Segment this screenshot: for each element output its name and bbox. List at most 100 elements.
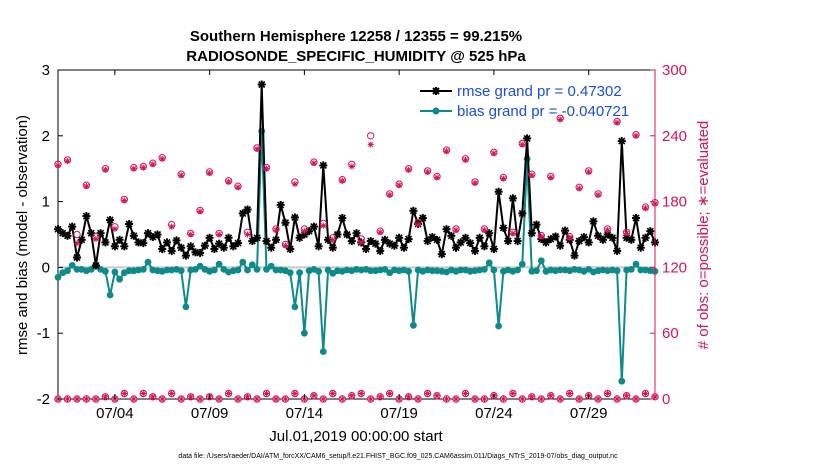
legend-rmse-marker <box>432 87 440 95</box>
obs-evaluated-low-point <box>424 390 431 397</box>
obs-evaluated-point <box>64 158 71 164</box>
obs-possible-low-point <box>205 393 214 401</box>
obs-evaluated-low-point <box>310 392 317 399</box>
rmse-point <box>489 245 498 253</box>
rmse-point <box>589 217 598 226</box>
obs-evaluated-low-point <box>225 390 232 397</box>
rmse-point <box>219 243 228 252</box>
obs-possible-point <box>367 132 375 140</box>
obs-evaluated-low-point <box>462 390 469 397</box>
rmse-point <box>636 243 645 252</box>
bias-point <box>64 267 71 275</box>
obs-possible-low-point <box>196 395 204 403</box>
legend-bias-label: bias grand pr = -0.040721 <box>457 103 629 120</box>
bias-point <box>315 267 322 275</box>
obs-possible-low-point <box>367 395 375 403</box>
obs-evaluated-point <box>121 197 128 204</box>
obs-evaluated-point <box>348 163 355 170</box>
rmse-point <box>452 243 460 252</box>
obs-evaluated-low-point <box>519 396 526 402</box>
obs-evaluated-low-point <box>377 393 384 400</box>
rmse-point <box>91 261 100 270</box>
rmse-point <box>433 235 441 244</box>
rmse-point <box>234 239 242 248</box>
rmse-point <box>399 243 408 252</box>
obs-evaluated-point <box>528 172 535 179</box>
bias-point <box>116 275 123 283</box>
bias-point <box>518 260 526 268</box>
rmse-point <box>177 243 186 252</box>
y-tick-label: 3 <box>42 62 50 79</box>
obs-evaluated-low-point <box>130 396 137 402</box>
obs-evaluated-point <box>623 230 630 237</box>
bias-point <box>68 262 76 269</box>
obs-evaluated-point <box>377 229 384 236</box>
bias-point <box>457 266 465 274</box>
bias-point <box>196 262 204 270</box>
obs-evaluated-low-point <box>538 396 545 402</box>
bias-point <box>54 273 62 281</box>
obs-possible-low-point <box>262 389 271 398</box>
bias-point <box>618 377 626 385</box>
y-axis-left: -2 -1 0 1 2 3 <box>37 62 63 408</box>
rmse-point <box>276 200 285 209</box>
obs-evaluated-low-point <box>443 396 450 402</box>
obs-possible-low-point <box>187 393 195 401</box>
rmse-point <box>309 222 318 231</box>
rmse-point <box>167 246 176 255</box>
rmse-point <box>120 242 129 251</box>
rmse-point <box>556 241 565 250</box>
obs-evaluated-point <box>500 175 507 182</box>
rmse-point <box>186 242 195 251</box>
rmse-point <box>471 246 479 255</box>
rmse-point <box>508 194 517 203</box>
obs-possible-low-point <box>509 389 517 398</box>
obs-evaluated-low-point <box>453 396 459 402</box>
obs-evaluated-low-point <box>566 390 573 397</box>
obs-possible-low-point <box>291 389 299 398</box>
obs-possible-low-point <box>234 395 242 403</box>
obs-evaluated-low-point <box>509 390 516 397</box>
rmse-point <box>181 251 190 260</box>
bias-point <box>319 348 327 355</box>
rmse-point <box>82 212 91 221</box>
bias-point <box>263 266 270 273</box>
y-right-tick-label: 120 <box>662 259 687 276</box>
obs-evaluated-low-point <box>633 396 639 402</box>
bias-point <box>410 321 417 329</box>
rmse-point <box>447 231 456 240</box>
rmse-point <box>281 218 290 227</box>
obs-possible-low-point <box>168 389 176 398</box>
obs-possible-low-point <box>310 392 318 400</box>
rmse-point <box>343 230 351 239</box>
obs-possible-low-point <box>281 395 290 403</box>
obs-evaluated-low-point <box>159 396 166 402</box>
rmse-point <box>63 231 72 240</box>
obs-evaluated-low-point <box>367 396 374 402</box>
obs-evaluated-point <box>301 228 308 235</box>
obs-possible-low-point <box>433 392 441 400</box>
bias-point <box>177 267 185 275</box>
obs-evaluated-point <box>519 141 526 148</box>
obs-evaluated-point <box>263 165 270 172</box>
x-tick-label: 07/19 <box>380 405 418 422</box>
rmse-point <box>561 226 569 235</box>
obs-evaluated-point <box>415 221 422 228</box>
obs-evaluated-point <box>282 242 289 249</box>
obs-possible-low-point <box>92 395 100 403</box>
obs-evaluated-point <box>225 178 232 185</box>
obs-evaluated-low-point <box>472 396 478 402</box>
rmse-point <box>125 220 134 228</box>
obs-evaluated-low-point <box>528 393 535 400</box>
rmse-point <box>101 238 110 247</box>
obs-possible-low-point <box>632 395 640 403</box>
rmse-point <box>584 238 593 247</box>
rmse-point <box>295 233 304 242</box>
obs-evaluated-point <box>585 169 592 175</box>
rmse-point <box>96 229 105 238</box>
obs-evaluated-point <box>386 192 393 198</box>
obs-evaluated-point <box>187 231 194 238</box>
bias-point <box>533 267 540 275</box>
bias-point <box>211 266 218 274</box>
obs-evaluated-low-point <box>481 396 488 402</box>
